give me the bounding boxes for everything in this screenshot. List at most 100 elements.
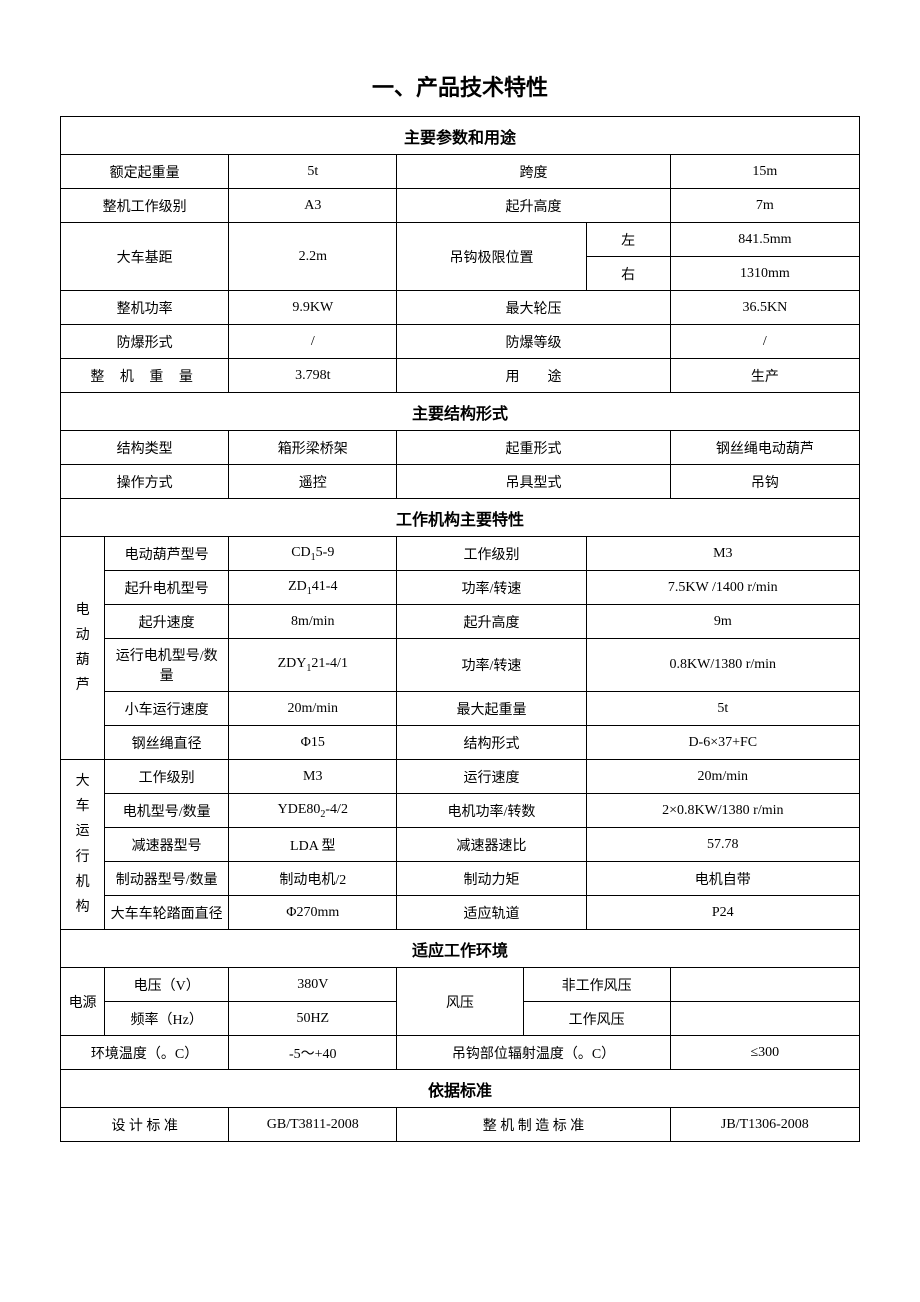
label-lift-motor: 起升电机型号	[105, 571, 229, 605]
val-rope-dia: Φ15	[229, 726, 397, 760]
val-total-weight: 3.798t	[229, 359, 397, 393]
val-max-load: 5t	[586, 692, 859, 726]
label-rope-dia: 钢丝绳直径	[105, 726, 229, 760]
label-max-load: 最大起重量	[397, 692, 586, 726]
label-struct-type: 结构类型	[61, 431, 229, 465]
label-brake-torque: 制动力矩	[397, 862, 586, 896]
val-bridge-speed: 20m/min	[586, 760, 859, 794]
label-sling-type: 吊具型式	[397, 465, 670, 499]
label-struct-form: 结构形式	[397, 726, 586, 760]
section-structure-header: 主要结构形式	[61, 393, 860, 431]
val-reducer: LDA 型	[229, 828, 397, 862]
val-work-class: A3	[229, 189, 397, 223]
label-work-wind: 工作风压	[523, 1002, 670, 1036]
val-temp: -5～+40	[229, 1036, 397, 1070]
label-max-wheel-load: 最大轮压	[397, 291, 670, 325]
val-right: 1310mm	[670, 257, 859, 291]
section-env-header: 适应工作环境	[61, 930, 860, 968]
label-explosion-form: 防爆形式	[61, 325, 229, 359]
label-hoist-lift-height: 起升高度	[397, 605, 586, 639]
label-rail: 适应轨道	[397, 896, 586, 930]
label-design-std: 设 计 标 准	[61, 1108, 229, 1142]
label-lift-form: 起重形式	[397, 431, 670, 465]
label-hook-limit: 吊钩极限位置	[397, 223, 586, 291]
label-bridge-class: 工作级别	[105, 760, 229, 794]
val-wheel-dia: Φ270mm	[229, 896, 397, 930]
val-lift-motor: ZD141-4	[229, 571, 397, 605]
val-ratio: 57.78	[586, 828, 859, 862]
label-ratio: 减速器速比	[397, 828, 586, 862]
val-voltage: 380V	[229, 968, 397, 1002]
label-freq: 频率（Hz）	[105, 1002, 229, 1036]
val-bridge-motor: YDE802-4/2	[229, 794, 397, 828]
label-total-weight: 整 机 重 量	[61, 359, 229, 393]
label-explosion-grade: 防爆等级	[397, 325, 670, 359]
section-mechanism-header: 工作机构主要特性	[61, 499, 860, 537]
section-standard-header: 依据标准	[61, 1070, 860, 1108]
val-lift-speed: 8m/min	[229, 605, 397, 639]
label-voltage: 电压（V）	[105, 968, 229, 1002]
label-mfg-std: 整 机 制 造 标 准	[397, 1108, 670, 1142]
val-wheelbase: 2.2m	[229, 223, 397, 291]
val-span: 15m	[670, 155, 859, 189]
label-total-power: 整机功率	[61, 291, 229, 325]
val-left: 841.5mm	[670, 223, 859, 257]
val-hoist-lift-height: 9m	[586, 605, 859, 639]
val-trolley-speed: 20m/min	[229, 692, 397, 726]
val-hoist-model: CD15-9	[229, 537, 397, 571]
group-bridge: 大车运行机构	[61, 760, 105, 930]
label-rated-load: 额定起重量	[61, 155, 229, 189]
val-design-std: GB/T3811-2008	[229, 1108, 397, 1142]
label-work-class: 整机工作级别	[61, 189, 229, 223]
val-struct-form: D-6×37+FC	[586, 726, 859, 760]
label-brake: 制动器型号/数量	[105, 862, 229, 896]
label-lift-speed: 起升速度	[105, 605, 229, 639]
val-lift-form: 钢丝绳电动葫芦	[670, 431, 859, 465]
label-bridge-motor-power: 电机功率/转数	[397, 794, 586, 828]
val-lift-height: 7m	[670, 189, 859, 223]
val-sling-type: 吊钩	[670, 465, 859, 499]
val-rated-load: 5t	[229, 155, 397, 189]
val-hoist-class: M3	[586, 537, 859, 571]
group-hoist: 电动葫芦	[61, 537, 105, 760]
label-wheel-dia: 大车车轮踏面直径	[105, 896, 229, 930]
label-wheelbase: 大车基距	[61, 223, 229, 291]
label-power: 电源	[61, 968, 105, 1036]
label-hoist-class: 工作级别	[397, 537, 586, 571]
val-power-speed: 7.5KW /1400 r/min	[586, 571, 859, 605]
section-params-header: 主要参数和用途	[61, 117, 860, 155]
spec-table: 主要参数和用途 额定起重量 5t 跨度 15m 整机工作级别 A3 起升高度 7…	[60, 116, 860, 1142]
label-reducer: 减速器型号	[105, 828, 229, 862]
val-rail: P24	[586, 896, 859, 930]
val-work-wind	[670, 1002, 859, 1036]
label-nonwork-wind: 非工作风压	[523, 968, 670, 1002]
val-freq: 50HZ	[229, 1002, 397, 1036]
label-hoist-model: 电动葫芦型号	[105, 537, 229, 571]
label-tm-power: 功率/转速	[397, 639, 586, 692]
label-lift-height: 起升高度	[397, 189, 670, 223]
label-op-mode: 操作方式	[61, 465, 229, 499]
val-hook-temp: ≤300	[670, 1036, 859, 1070]
label-left: 左	[586, 223, 670, 257]
val-op-mode: 遥控	[229, 465, 397, 499]
val-travel-motor: ZDY121-4/1	[229, 639, 397, 692]
val-max-wheel-load: 36.5KN	[670, 291, 859, 325]
val-brake: 制动电机/2	[229, 862, 397, 896]
label-right: 右	[586, 257, 670, 291]
val-explosion-grade: /	[670, 325, 859, 359]
val-explosion-form: /	[229, 325, 397, 359]
val-bridge-motor-power: 2×0.8KW/1380 r/min	[586, 794, 859, 828]
label-bridge-motor: 电机型号/数量	[105, 794, 229, 828]
label-hook-temp: 吊钩部位辐射温度（。C）	[397, 1036, 670, 1070]
label-bridge-speed: 运行速度	[397, 760, 586, 794]
val-total-power: 9.9KW	[229, 291, 397, 325]
label-wind: 风压	[397, 968, 523, 1036]
label-span: 跨度	[397, 155, 670, 189]
label-temp: 环境温度（。C）	[61, 1036, 229, 1070]
val-mfg-std: JB/T1306-2008	[670, 1108, 859, 1142]
label-travel-motor: 运行电机型号/数量	[105, 639, 229, 692]
val-purpose: 生产	[670, 359, 859, 393]
label-power-speed: 功率/转速	[397, 571, 586, 605]
val-tm-power: 0.8KW/1380 r/min	[586, 639, 859, 692]
label-trolley-speed: 小车运行速度	[105, 692, 229, 726]
